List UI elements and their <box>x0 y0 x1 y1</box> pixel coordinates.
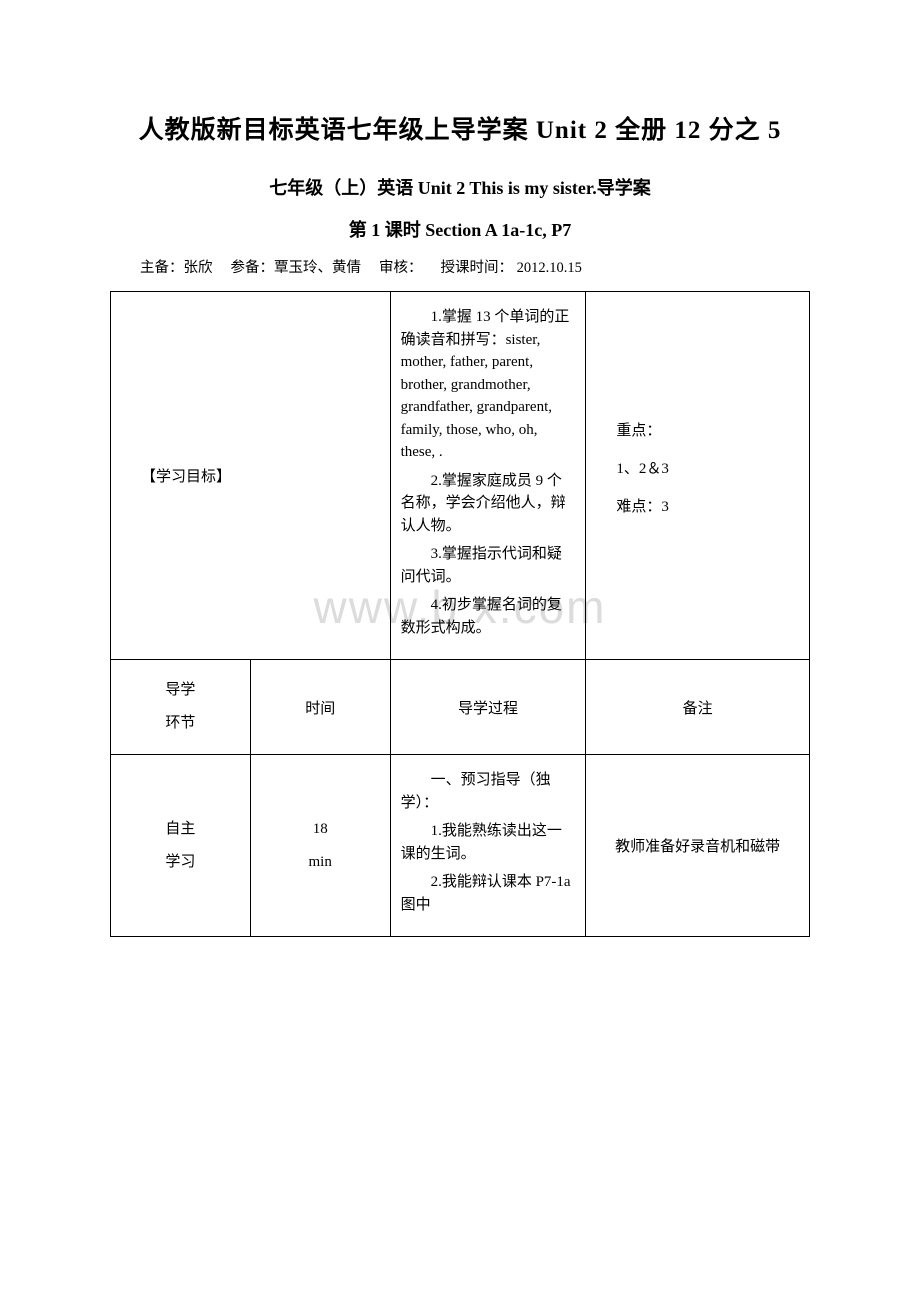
meta-reviewer: 审核： <box>379 256 423 277</box>
notes-cell: 教师准备好录音机和磁带 <box>586 755 810 937</box>
time-unit: min <box>261 846 380 879</box>
process-cell: 一、预习指导（独学）： 1.我能熟练读出这一课的生词。 2.我能辩认课本 P7-… <box>390 755 586 937</box>
table-row: 导学 环节 时间 导学过程 备注 <box>111 660 810 755</box>
subtitle: 七年级（上）英语 Unit 2 This is my sister.导学案 <box>110 174 810 200</box>
header-time: 时间 <box>250 660 390 755</box>
stage-label-b: 学习 <box>121 846 240 879</box>
meta-row: 主备：张欣 参备：覃玉玲、黄倩 审核： 授课时间： 2012.10.15 <box>110 256 810 277</box>
keypoint-items: 1、2＆3 <box>616 457 799 481</box>
header-stage-a: 导学 <box>121 674 240 707</box>
objectives-label: 【学习目标】 <box>141 469 231 485</box>
table-row: 自主 学习 18 min 一、预习指导（独学）： 1.我能熟练读出这一课的生词。… <box>111 755 810 937</box>
objective-4: 4.初步掌握名词的复数形式构成。 <box>401 594 576 639</box>
process-item-2: 2.我能辩认课本 P7-1a 图中 <box>401 871 576 916</box>
keypoints-cell: 重点： 1、2＆3 难点：3 <box>586 292 810 660</box>
process-item-1: 1.我能熟练读出这一课的生词。 <box>401 820 576 865</box>
stage-self-study: 自主 学习 <box>111 755 251 937</box>
header-process: 导学过程 <box>390 660 586 755</box>
time-value: 18 <box>261 813 380 846</box>
document-content: 人教版新目标英语七年级上导学案 Unit 2 全册 12 分之 5 七年级（上）… <box>110 110 810 937</box>
time-cell: 18 min <box>250 755 390 937</box>
objective-2: 2.掌握家庭成员 9 个名称，学会介绍他人，辩认人物。 <box>401 470 576 538</box>
meta-participants: 参备：覃玉玲、黄倩 <box>231 256 362 277</box>
objectives-label-cell: 【学习目标】 <box>111 292 391 660</box>
lesson-plan-table: 【学习目标】 1.掌握 13 个单词的正确读音和拼写：sister, mothe… <box>110 291 810 937</box>
header-stage: 导学 环节 <box>111 660 251 755</box>
table-row: 【学习目标】 1.掌握 13 个单词的正确读音和拼写：sister, mothe… <box>111 292 810 660</box>
stage-label-a: 自主 <box>121 813 240 846</box>
objective-3: 3.掌握指示代词和疑问代词。 <box>401 543 576 588</box>
difficulty: 难点：3 <box>616 495 799 519</box>
lesson-title: 第 1 课时 Section A 1a-1c, P7 <box>110 216 810 242</box>
objectives-cell: 1.掌握 13 个单词的正确读音和拼写：sister, mother, fath… <box>390 292 586 660</box>
main-title: 人教版新目标英语七年级上导学案 Unit 2 全册 12 分之 5 <box>110 110 810 146</box>
keypoint-header: 重点： <box>616 419 799 443</box>
meta-author: 主备：张欣 <box>140 256 213 277</box>
header-notes: 备注 <box>586 660 810 755</box>
meta-date: 授课时间： 2012.10.15 <box>441 256 582 277</box>
header-stage-b: 环节 <box>121 707 240 740</box>
process-heading: 一、预习指导（独学）： <box>401 769 576 814</box>
objective-1: 1.掌握 13 个单词的正确读音和拼写：sister, mother, fath… <box>401 306 576 464</box>
